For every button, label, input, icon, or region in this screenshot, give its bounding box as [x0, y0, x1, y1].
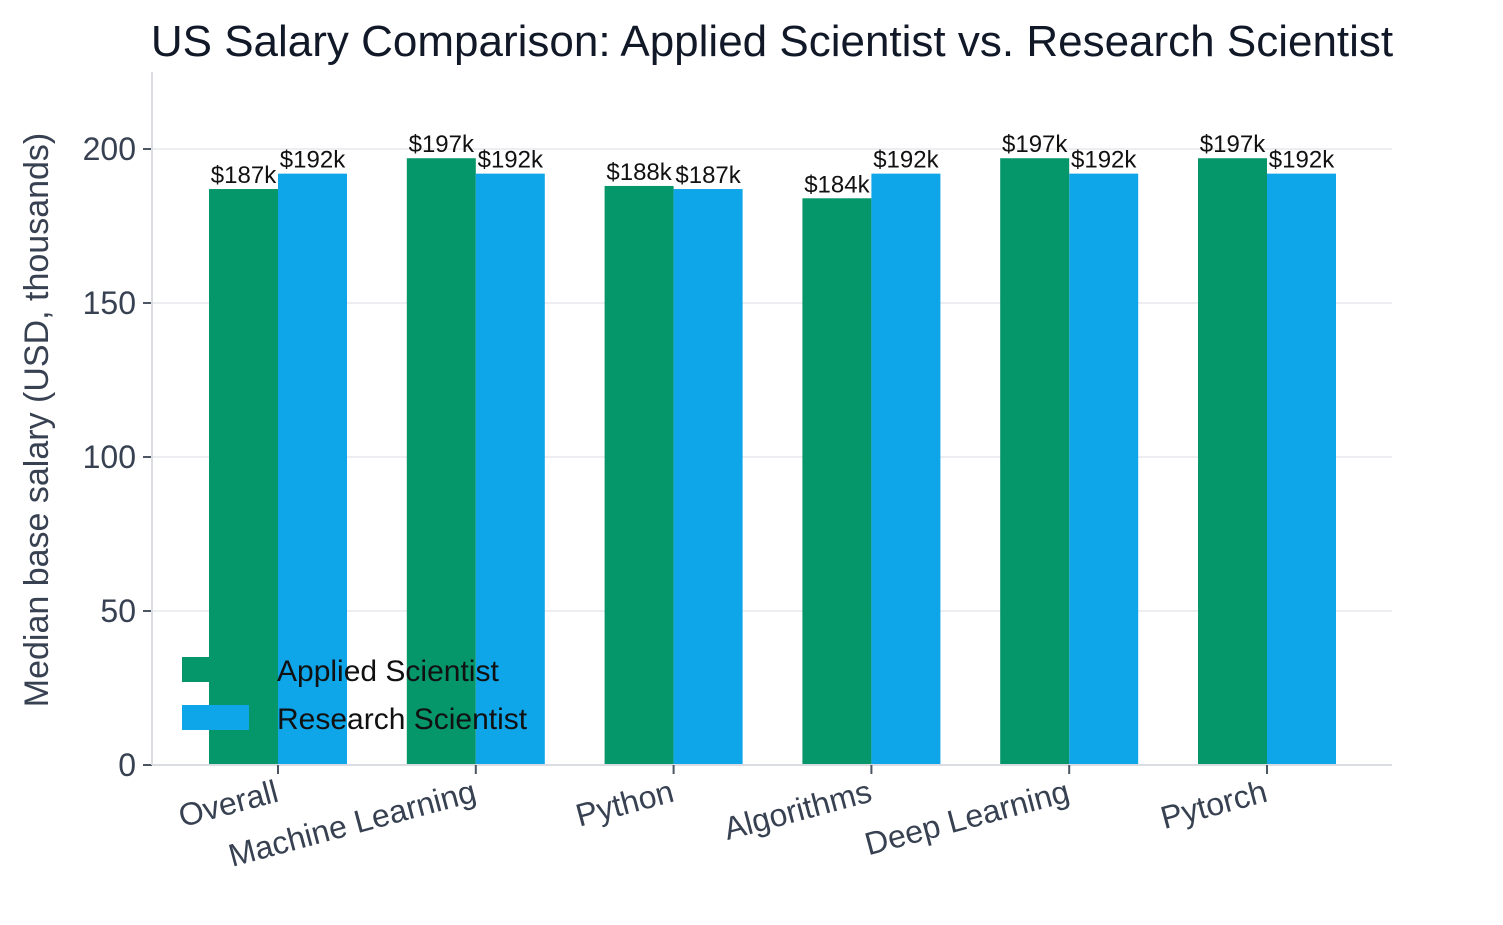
bar-value-label: $192k: [478, 147, 544, 174]
x-category-label: Pytorch: [1157, 773, 1271, 836]
y-tick-label: 150: [83, 285, 136, 321]
bar-value-label: $192k: [1269, 147, 1335, 174]
bar-applied-scientist: [802, 198, 872, 765]
gridlines: [152, 148, 1392, 612]
value-labels: $187k$197k$188k $184k$197k $197k$192k $192k…: [211, 131, 1335, 198]
bar-applied-scientist: [1000, 158, 1070, 766]
x-category-label: Python: [572, 773, 678, 834]
bar-value-label: $192k: [1071, 147, 1137, 174]
bar-research-scientist: [278, 173, 347, 765]
legend-swatch: [182, 705, 249, 730]
bars: [209, 158, 1336, 766]
bar-applied-scientist: [604, 185, 674, 765]
bar-research-scientist: [475, 173, 545, 765]
chart-title: US Salary Comparison: Applied Scientist …: [151, 17, 1393, 66]
legend-label: Research Scientist: [277, 703, 528, 736]
bar-applied-scientist: [1198, 158, 1267, 766]
x-category-label: Deep Learning: [861, 773, 1073, 862]
y-tick-label: 0: [118, 747, 136, 783]
bar-value-label: $197k: [1002, 131, 1068, 158]
bar-value-label: $192k: [873, 147, 939, 174]
bar-value-label: $184k: [804, 171, 870, 198]
bar-value-label: $197k: [1200, 131, 1266, 158]
y-tick-label: 200: [83, 131, 136, 167]
bar-value-label: $197k: [409, 131, 475, 158]
y-tick-label: 100: [83, 439, 136, 475]
x-category-label: Algorithms: [720, 773, 875, 847]
x-category-label: Overall: [175, 773, 282, 834]
y-tick-label: 50: [100, 593, 136, 629]
legend-swatch: [182, 657, 249, 682]
legend-label: Applied Scientist: [277, 655, 499, 688]
bar-applied-scientist: [406, 158, 476, 766]
legend: Applied Scientist Research Scientist: [182, 655, 528, 736]
bar-research-scientist: [1069, 173, 1139, 765]
bar-research-scientist: [1267, 173, 1336, 765]
y-axis-label: Median base salary (USD, thousands): [18, 133, 56, 708]
bar-research-scientist: [871, 173, 941, 765]
bar-value-label: $187k: [675, 162, 741, 189]
bar-value-label: $192k: [280, 147, 346, 174]
bar-value-label: $188k: [606, 159, 672, 186]
bar-research-scientist: [673, 189, 743, 766]
bar-value-label: $187k: [211, 162, 277, 189]
